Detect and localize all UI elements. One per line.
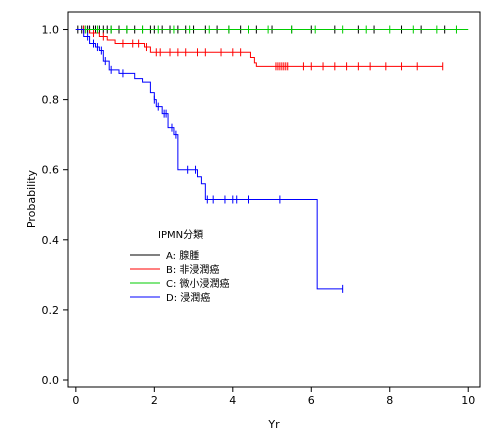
plot-frame — [67, 11, 481, 388]
y-tick-label: 0.8 — [42, 94, 60, 107]
series-layer — [75, 25, 469, 293]
y-tick-label: 0.6 — [42, 164, 60, 177]
x-tick-label: 8 — [386, 394, 393, 407]
y-tick-label: 0.0 — [42, 374, 60, 387]
legend-label-c: C: 微小浸潤癌 — [166, 277, 230, 290]
y-tick-label: 0.2 — [42, 304, 60, 317]
x-tick-label: 4 — [229, 394, 236, 407]
series-line-b — [75, 29, 443, 67]
legend-title: IPMN分類 — [158, 229, 203, 241]
series-line-d — [75, 29, 343, 290]
legend-label-a: A: 腺腫 — [166, 249, 199, 262]
legend-label-b: B: 非浸潤癌 — [166, 263, 219, 276]
x-tick-label: 6 — [308, 394, 315, 407]
legend-label-d: D: 浸潤癌 — [166, 291, 210, 304]
x-axis-label: Yr — [267, 418, 280, 431]
x-tick-label: 0 — [72, 394, 79, 407]
y-tick-label: 1.0 — [42, 24, 60, 37]
y-axis: 0.0 0.2 0.4 0.6 0.8 1.0 — [42, 24, 68, 387]
y-tick-label: 0.4 — [42, 234, 60, 247]
y-axis-label: Probability — [25, 169, 38, 228]
x-tick-label: 10 — [461, 394, 475, 407]
x-tick-label: 2 — [151, 394, 158, 407]
x-axis: 0 2 4 6 8 10 — [72, 387, 475, 407]
legend: IPMN分類 A: 腺腫 B: 非浸潤癌 C: 微小浸潤癌 D: 浸潤癌 — [130, 229, 230, 304]
